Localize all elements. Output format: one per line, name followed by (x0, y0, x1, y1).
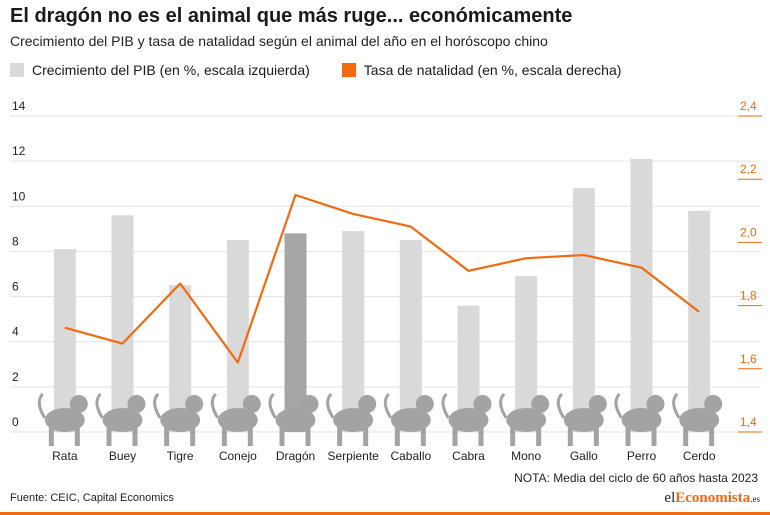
legend-swatch-bars (10, 63, 24, 77)
bar-perro (630, 158, 653, 432)
legend-label-line: Tasa de natalidad (en %, escala derecha) (363, 62, 622, 78)
animal-icon-cerdo (672, 392, 723, 446)
logo-el: el (664, 490, 676, 506)
chart-source: Fuente: CEIC, Capital Economics (10, 492, 174, 504)
bar-buey (111, 215, 134, 432)
category-label: Buey (109, 449, 136, 463)
legend-item-bars: Crecimiento del PIB (en %, escala izquie… (10, 62, 310, 78)
category-label: Cabra (452, 449, 485, 463)
category-label: Rata (52, 449, 78, 463)
animal-icon-cabra (441, 392, 492, 446)
y-left-tick-label: 14 (12, 99, 26, 113)
bar-dragón (284, 233, 307, 432)
logo-brand: Economista (675, 490, 751, 506)
y-left-tick-label: 10 (12, 189, 26, 203)
animal-icon-conejo (210, 392, 261, 446)
animal-icon-mono (499, 392, 550, 446)
bar-series (53, 158, 711, 432)
logo-suffix: .es (750, 494, 760, 504)
bar-caballo (399, 240, 422, 432)
y-right-tick-label: 1,4 (740, 415, 757, 429)
bar-gallo (572, 188, 595, 432)
bar-mono (515, 276, 538, 432)
y-right-tick-label: 2,4 (740, 99, 757, 113)
category-label: Dragón (276, 449, 315, 463)
legend: Crecimiento del PIB (en %, escala izquie… (10, 62, 653, 78)
animal-icon-rata (37, 392, 88, 446)
animal-icon-buey (95, 392, 146, 446)
brand-logo: elEconomista.es (664, 490, 760, 507)
legend-item-line: Tasa de natalidad (en %, escala derecha) (341, 62, 622, 78)
y-right-tick-label: 1,6 (740, 352, 757, 366)
category-label: Tigre (167, 449, 194, 463)
category-label: Conejo (219, 449, 257, 463)
y-right-tick-label: 2,2 (740, 162, 757, 176)
category-label: Perro (627, 449, 657, 463)
legend-swatch-line (341, 63, 356, 77)
chart-subtitle: Crecimiento del PIB y tasa de natalidad … (10, 33, 548, 49)
legend-label-bars: Crecimiento del PIB (en %, escala izquie… (32, 62, 310, 78)
y-right-tick-label: 1,8 (740, 289, 757, 303)
bar-conejo (226, 240, 249, 432)
line-series (64, 193, 700, 364)
category-label: Mono (511, 449, 541, 463)
category-label: Gallo (570, 449, 598, 463)
y-left-tick-label: 12 (12, 144, 26, 158)
axis-ticks: 0 2 4 6 8 10 12 14 1,4 1,6 1,8 2,0 2,2 2,4 (12, 99, 762, 433)
y-left-tick-label: 6 (12, 280, 19, 294)
animal-icon-perro (614, 392, 665, 446)
bar-rata (53, 249, 76, 432)
animal-icon-caballo (383, 392, 434, 446)
bar-tigre (169, 285, 192, 432)
category-label: Caballo (390, 449, 431, 463)
line-natalidad (64, 193, 700, 364)
category-labels: Rata Buey Tigre Conejo Dragón Serpiente Caball… (52, 449, 716, 463)
y-left-tick-label: 2 (12, 370, 19, 384)
animal-icon-serpiente (326, 392, 377, 446)
animal-icon-tigre (153, 392, 204, 446)
bottom-accent-bar (0, 512, 770, 515)
chart-note: NOTA: Media del ciclo de 60 años hasta 2… (514, 471, 758, 485)
y-right-tick-label: 2,0 (740, 225, 757, 239)
y-left-tick-label: 4 (12, 325, 19, 339)
bar-serpiente (342, 231, 365, 432)
y-left-tick-label: 0 (12, 415, 19, 429)
category-label: Serpiente (327, 449, 379, 463)
chart-canvas: 0 2 4 6 8 10 12 14 1,4 1,6 1,8 2,0 2,2 2,4 Rata Buey Ti… (10, 99, 762, 463)
category-label: Cerdo (683, 449, 716, 463)
animal-icon-dragón (268, 392, 319, 446)
zodiac-animal-icons (37, 392, 723, 446)
animal-icon-gallo (556, 392, 607, 446)
bar-cabra (457, 305, 480, 432)
chart-title: El dragón no es el animal que más ruge..… (10, 5, 573, 27)
y-left-tick-label: 8 (12, 234, 19, 248)
bar-cerdo (688, 210, 711, 432)
